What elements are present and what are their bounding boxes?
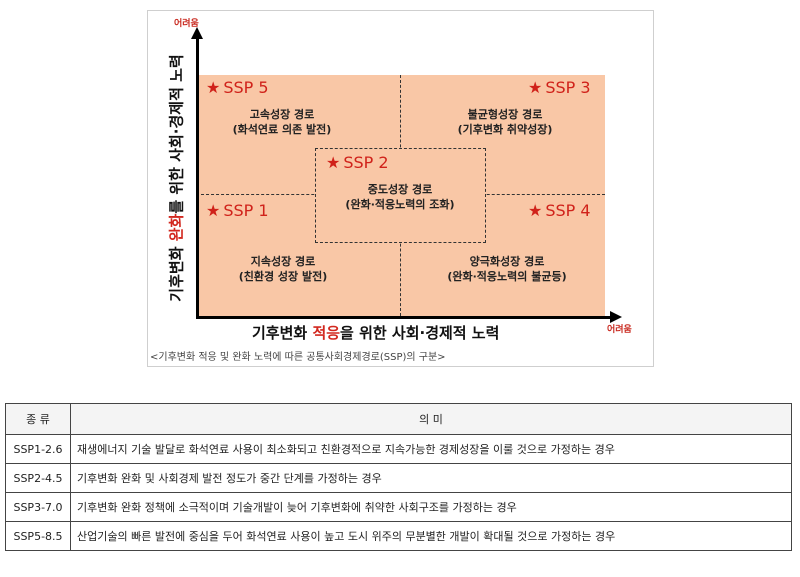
ssp5-label: ★ SSP 5 <box>206 78 269 97</box>
star-icon: ★ <box>528 78 543 97</box>
x-axis-title-highlight: 적응 <box>312 324 341 342</box>
ssp3-line1: 불균형성장 경로 <box>467 108 543 121</box>
ssp1-description: 지속성장 경로 (친환경 성장 발전) <box>228 254 338 284</box>
ssp5-description: 고속성장 경로 (화석연료 의존 발전) <box>222 107 342 137</box>
ssp3-line2: (기후변화 취약성장) <box>457 123 553 136</box>
ssp2-line1: 중도성장 경로 <box>367 183 433 196</box>
ssp2-label: ★ SSP 2 <box>326 153 389 172</box>
ssp4-description: 양극화성장 경로 (완화·적응노력의 불균등) <box>432 254 582 284</box>
star-icon: ★ <box>206 201 221 220</box>
ssp5-label-text: SSP 5 <box>223 78 269 97</box>
row-description: 재생에너지 기술 발달로 화석연료 사용이 최소화되고 친환경적으로 지속가능한… <box>70 434 792 464</box>
x-axis-arrow-icon <box>610 311 622 323</box>
ssp3-label: ★ SSP 3 <box>528 78 591 97</box>
center-ssp2-box <box>315 148 486 243</box>
ssp3-description: 불균형성장 경로 (기후변화 취약성장) <box>440 107 570 137</box>
ssp1-line1: 지속성장 경로 <box>250 255 316 268</box>
star-icon: ★ <box>528 201 543 220</box>
ssp1-label: ★ SSP 1 <box>206 201 269 220</box>
x-axis-line <box>196 316 612 319</box>
header-meaning: 의 미 <box>70 403 792 435</box>
table-row: SSP1-2.6 재생에너지 기술 발달로 화석연료 사용이 최소화되고 친환경… <box>5 434 792 464</box>
table-row: SSP2-4.5 기후변화 완화 및 사회경제 발전 정도가 중간 단계를 가정… <box>5 463 792 493</box>
ssp5-line1: 고속성장 경로 <box>249 108 315 121</box>
ssp1-label-text: SSP 1 <box>223 201 269 220</box>
x-axis-title: 기후변화 적응을 위한 사회·경제적 노력 <box>252 322 499 343</box>
figure-caption: <기후변화 적응 및 완화 노력에 따른 공통사회경제경로(SSP)의 구분> <box>150 352 446 363</box>
y-axis-arrow-icon <box>191 27 203 39</box>
x-axis-title-post: 을 위한 사회·경제적 노력 <box>340 324 500 342</box>
ssp4-line2: (완화·적응노력의 불균등) <box>447 270 567 283</box>
star-icon: ★ <box>206 78 221 97</box>
table-row: SSP5-8.5 산업기술의 빠른 발전에 중심을 두어 화석연료 사용이 높고… <box>5 521 792 551</box>
row-description: 산업기술의 빠른 발전에 중심을 두어 화석연료 사용이 높고 도시 위주의 무… <box>70 521 792 551</box>
row-code: SSP2-4.5 <box>5 463 71 493</box>
ssp4-label: ★ SSP 4 <box>528 201 591 220</box>
table-row: SSP3-7.0 기후변화 완화 정책에 소극적이며 기술개발이 늦어 기후변화… <box>5 492 792 522</box>
y-axis-title-pre: 기후변화 <box>167 241 186 302</box>
ssp4-line1: 양극화성장 경로 <box>469 255 545 268</box>
ssp1-line2: (친환경 성장 발전) <box>238 270 328 283</box>
y-axis-title-post: 를 위한 사회·경제적 노력 <box>167 54 186 214</box>
row-description: 기후변화 완화 및 사회경제 발전 정도가 중간 단계를 가정하는 경우 <box>70 463 792 493</box>
x-axis-title-pre: 기후변화 <box>252 324 313 342</box>
y-axis-title-highlight: 완화 <box>167 213 186 242</box>
ssp2-description: 중도성장 경로 (완화·적응노력의 조화) <box>330 182 470 212</box>
row-code: SSP5-8.5 <box>5 521 71 551</box>
x-axis-hard-label: 어려움 <box>607 325 632 335</box>
y-axis-hard-label: 어려움 <box>174 19 199 29</box>
ssp3-label-text: SSP 3 <box>545 78 591 97</box>
ssp5-line2: (화석연료 의존 발전) <box>232 123 332 136</box>
table-header-row: 종 류 의 미 <box>5 403 792 435</box>
ssp-definition-table: 종 류 의 미 SSP1-2.6 재생에너지 기술 발달로 화석연료 사용이 최… <box>5 403 792 551</box>
ssp4-label-text: SSP 4 <box>545 201 591 220</box>
row-code: SSP3-7.0 <box>5 492 71 522</box>
y-axis-line <box>196 36 199 319</box>
row-code: SSP1-2.6 <box>5 434 71 464</box>
row-description: 기후변화 완화 정책에 소극적이며 기술개발이 늦어 기후변화에 취약한 사회구… <box>70 492 792 522</box>
header-type: 종 류 <box>5 403 71 435</box>
star-icon: ★ <box>326 153 341 172</box>
ssp2-line2: (완화·적응노력의 조화) <box>345 198 455 211</box>
ssp2-label-text: SSP 2 <box>343 153 389 172</box>
